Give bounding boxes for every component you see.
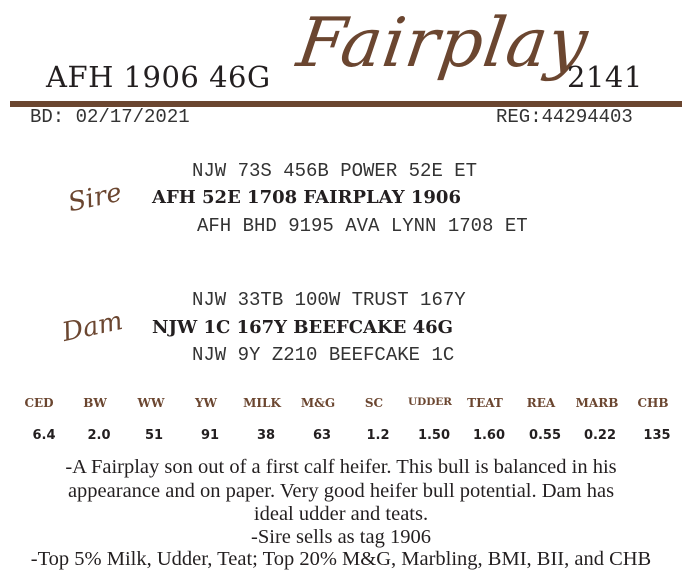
sire-of-sire: NJW 73S 456B POWER 52E ET — [192, 160, 478, 182]
epd-value-ww: 51 — [144, 428, 164, 443]
epd-header-chb: CHB — [637, 396, 669, 410]
epd-header-udder: UDDER — [407, 396, 453, 408]
epd-header-bw: BW — [83, 396, 107, 410]
birth-date: BD: 02/17/2021 — [30, 106, 190, 128]
dam-of-dam: NJW 9Y Z210 BEEFCAKE 1C — [192, 344, 455, 366]
tag-number: 2141 — [567, 60, 643, 94]
epd-value-sc: 1.2 — [366, 428, 390, 443]
epd-header-ced: CED — [24, 396, 54, 410]
epd-header-mg: M&G — [300, 396, 336, 410]
epd-header-rea: REA — [526, 396, 556, 410]
note-line: -Top 5% Milk, Udder, Teat; Top 20% M&G, … — [30, 548, 652, 570]
note-line: ideal udder and teats. — [253, 503, 429, 525]
epd-header-ww: WW — [137, 396, 165, 410]
epd-header-sc: SC — [364, 396, 384, 410]
dam-label: Dam — [59, 305, 126, 349]
note-line: -Sire sells as tag 1906 — [251, 526, 431, 548]
epd-value-yw: 91 — [200, 428, 220, 443]
epd-header-yw: YW — [194, 396, 218, 410]
epd-value-teat: 1.60 — [472, 428, 506, 443]
sire-name: AFH 52E 1708 FAIRPLAY 1906 — [152, 187, 461, 208]
epd-header-milk: MILK — [243, 396, 281, 410]
epd-header-marb: MARB — [575, 396, 619, 410]
sire-label: Sire — [65, 177, 125, 219]
epd-value-chb: 135 — [643, 428, 671, 443]
epd-value-marb: 0.22 — [583, 428, 617, 443]
registration-number: REG:44294403 — [496, 106, 633, 128]
dam-of-sire: AFH BHD 9195 AVA LYNN 1708 ET — [197, 215, 528, 237]
sire-of-dam: NJW 33TB 100W TRUST 167Y — [192, 289, 466, 311]
epd-value-milk: 38 — [256, 428, 276, 443]
epd-value-rea: 0.55 — [528, 428, 562, 443]
epd-value-udder: 1.50 — [417, 428, 451, 443]
animal-name-script: Fairplay — [292, 4, 594, 83]
animal-id-left: AFH 1906 46G — [46, 60, 271, 94]
note-line: -A Fairplay son out of a first calf heif… — [65, 456, 617, 478]
epd-value-mg: 63 — [312, 428, 332, 443]
header-divider — [10, 101, 682, 107]
epd-header-teat: TEAT — [467, 396, 503, 410]
note-line: appearance and on paper. Very good heife… — [67, 480, 615, 502]
epd-value-bw: 2.0 — [87, 428, 111, 443]
epd-value-ced: 6.4 — [32, 428, 56, 443]
dam-name: NJW 1C 167Y BEEFCAKE 46G — [152, 317, 454, 338]
